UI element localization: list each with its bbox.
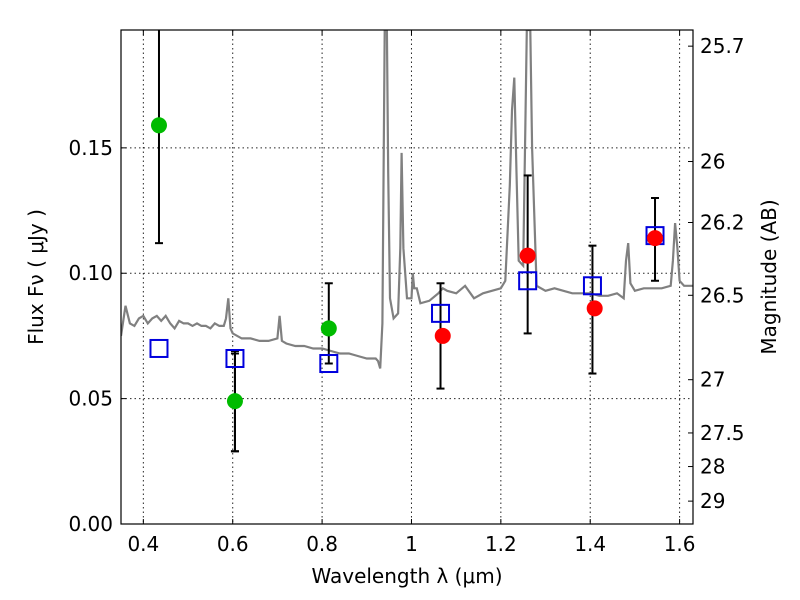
error-bars <box>154 30 660 453</box>
x-tick-label: 1.6 <box>664 532 696 556</box>
right-tick-label: 27 <box>700 368 725 392</box>
y-tick-label: 0.05 <box>68 387 113 411</box>
data-point-blue-squares <box>431 303 451 323</box>
x-tick-label: 1 <box>405 532 418 556</box>
plot-frame <box>120 29 694 525</box>
y-tick-label: 0.15 <box>68 136 113 160</box>
x-tick-label: 0.4 <box>127 532 159 556</box>
data-point-green-circles <box>150 117 167 134</box>
right-tick-label: 26.2 <box>700 211 745 235</box>
grid-lines <box>121 30 693 524</box>
x-tick-label: 0.8 <box>306 532 338 556</box>
data-point-blue-squares <box>518 271 538 291</box>
data-point-blue-squares <box>582 276 602 296</box>
data-point-red-circles <box>586 300 603 317</box>
right-tick-label: 27.5 <box>700 421 745 445</box>
right-axis-label: Magnitude (AB) <box>757 199 781 354</box>
spectrum-line <box>121 30 693 369</box>
data-point-blue-squares <box>225 348 245 368</box>
y-axis-label: Flux Fν ( μJy ) <box>24 209 48 345</box>
y-tick-label: 0.10 <box>68 261 113 285</box>
data-point-red-circles <box>434 327 451 344</box>
data-point-green-circles <box>320 320 337 337</box>
plot-content <box>121 30 693 453</box>
x-tick-label: 1.4 <box>574 532 606 556</box>
right-tick-label: 25.7 <box>700 34 745 58</box>
data-point-red-circles <box>647 230 664 247</box>
right-tick-label: 26.5 <box>700 283 745 307</box>
right-tick-label: 29 <box>700 489 725 513</box>
x-tick-label: 0.6 <box>217 532 249 556</box>
right-tick-label: 26 <box>700 150 725 174</box>
axis-ticks: 0.4 0.6 0.8 1 1.2 1.4 1.6 0.00 0.05 0.10 0.15 25.7 2… <box>68 30 745 556</box>
x-tick-label: 1.2 <box>485 532 517 556</box>
markers <box>149 117 665 410</box>
x-axis-label: Wavelength λ (μm) <box>311 564 502 588</box>
right-tick-label: 28 <box>700 455 725 479</box>
data-point-blue-squares <box>319 354 339 374</box>
data-point-blue-squares <box>149 338 169 358</box>
y-tick-label: 0.00 <box>68 512 113 536</box>
data-point-green-circles <box>226 393 243 410</box>
data-point-red-circles <box>519 247 536 264</box>
